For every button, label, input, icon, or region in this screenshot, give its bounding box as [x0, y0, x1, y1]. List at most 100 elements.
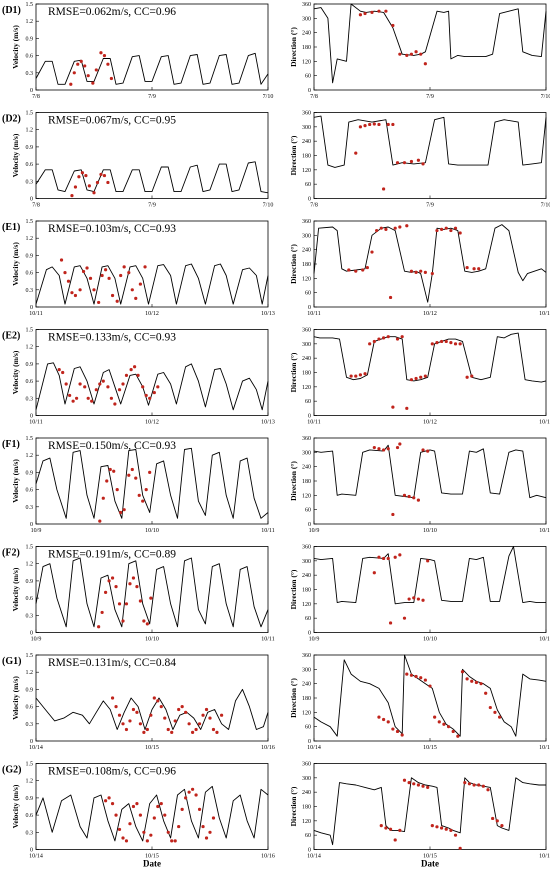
x-tick-label: 7/9 — [426, 203, 434, 209]
observed-point — [426, 559, 430, 563]
y-axis-label: Velocity (m/s) — [11, 567, 20, 611]
observed-point — [370, 10, 374, 14]
y-tick-label: 60 — [305, 725, 311, 731]
observed-point — [101, 379, 105, 383]
observed-point — [393, 226, 397, 230]
observed-point — [393, 838, 397, 842]
observed-point — [388, 827, 393, 831]
observed-point — [112, 469, 116, 473]
observed-point — [107, 579, 111, 583]
y-tick-label: 0.9 — [26, 253, 34, 259]
y-axis-label: Direction (°) — [289, 27, 298, 67]
observed-point — [98, 382, 102, 386]
y-tick-label: 300 — [302, 559, 311, 565]
observed-point — [173, 839, 177, 843]
y-tick-label: 60 — [305, 291, 311, 297]
observed-point — [391, 405, 395, 409]
y-tick-label: 1.2 — [26, 236, 34, 242]
observed-point — [372, 571, 376, 575]
observed-point — [215, 730, 219, 735]
observed-point — [71, 399, 75, 403]
observed-point — [453, 833, 458, 837]
y-tick-label: 60 — [305, 74, 311, 80]
observed-point — [382, 187, 386, 191]
observed-point — [405, 224, 409, 228]
observed-point — [101, 496, 105, 500]
observed-point — [416, 783, 420, 787]
y-tick-label: 0.3 — [26, 179, 34, 185]
observed-point — [66, 279, 71, 283]
observed-point — [382, 556, 386, 561]
y-tick-label: 0.9 — [26, 796, 34, 802]
model-series-line — [313, 115, 547, 168]
observed-point — [75, 396, 79, 400]
observed-point — [433, 715, 437, 719]
y-tick-label: 0 — [30, 739, 33, 745]
observed-point — [377, 447, 381, 451]
observed-point — [129, 368, 133, 372]
observed-point — [163, 813, 167, 817]
observed-point — [440, 227, 444, 231]
observed-point — [211, 727, 216, 732]
stat-annotation: RMSE=0.108m/s, CC=0.96 — [48, 766, 176, 778]
model-series-line — [313, 444, 547, 499]
y-tick-label: 60 — [305, 182, 311, 188]
y-tick-label: 1.2 — [26, 453, 34, 459]
observed-point — [423, 270, 427, 274]
observed-point — [69, 82, 73, 86]
observed-point — [384, 227, 388, 231]
y-axis-label: Direction (°) — [289, 135, 298, 175]
observed-point — [121, 722, 125, 726]
observed-point — [208, 716, 212, 720]
observed-point — [437, 720, 441, 724]
observed-point — [402, 493, 407, 497]
stat-annotation: RMSE=0.150m/s, CC=0.93 — [48, 440, 176, 452]
observed-point — [97, 625, 101, 629]
plot-frame — [313, 763, 547, 850]
x-tick-label: 10/11 — [539, 528, 550, 534]
model-series-line — [35, 557, 269, 628]
observed-point — [405, 672, 409, 676]
y-axis-label: Direction (°) — [289, 352, 298, 392]
x-tick-label: 10/9 — [31, 528, 42, 534]
x-axis-label: Date — [421, 859, 439, 869]
observed-point — [114, 585, 118, 589]
y-tick-label: 360 — [302, 328, 311, 334]
observed-point — [191, 787, 195, 791]
observed-point — [421, 448, 425, 452]
x-tick-label: 10/9 — [309, 637, 320, 643]
observed-point — [386, 335, 390, 339]
observed-point — [109, 396, 113, 400]
observed-point — [119, 510, 123, 515]
observed-point — [477, 783, 481, 787]
chart-panel-13: 0 0.3 0.6 0.9 1.2 1.5 10/14 10/15 10/16 Velocity … — [2, 653, 275, 751]
observed-point — [98, 519, 102, 523]
x-axis-label: Date — [143, 859, 161, 869]
chart-panel-2: 0 60 120 180 240 300 360 7/8 7/9 7/10 Direction (°… — [289, 2, 550, 100]
observed-point — [474, 680, 478, 685]
y-tick-label: 180 — [302, 696, 311, 702]
y-tick-label: 0 — [308, 88, 311, 94]
y-tick-label: 0.3 — [26, 71, 34, 77]
observed-point — [97, 300, 101, 305]
observed-point — [194, 793, 198, 797]
observed-point — [384, 826, 388, 830]
y-tick-label: 1.2 — [26, 128, 34, 134]
x-tick-label: 7/10 — [263, 94, 274, 100]
x-tick-label: 10/12 — [145, 420, 159, 426]
observed-point — [449, 828, 453, 832]
x-tick-label: 7/10 — [541, 203, 550, 209]
y-tick-label: 0 — [308, 305, 311, 311]
observed-point — [412, 782, 416, 786]
x-tick-label: 10/14 — [29, 854, 43, 860]
observed-point — [402, 778, 407, 782]
y-tick-label: 0 — [308, 414, 311, 420]
observed-point — [402, 616, 407, 620]
observed-point — [423, 678, 427, 682]
observed-point — [91, 81, 95, 85]
observed-point — [124, 839, 129, 843]
observed-point — [64, 382, 68, 386]
observed-point — [428, 684, 432, 688]
observed-point — [398, 225, 402, 229]
